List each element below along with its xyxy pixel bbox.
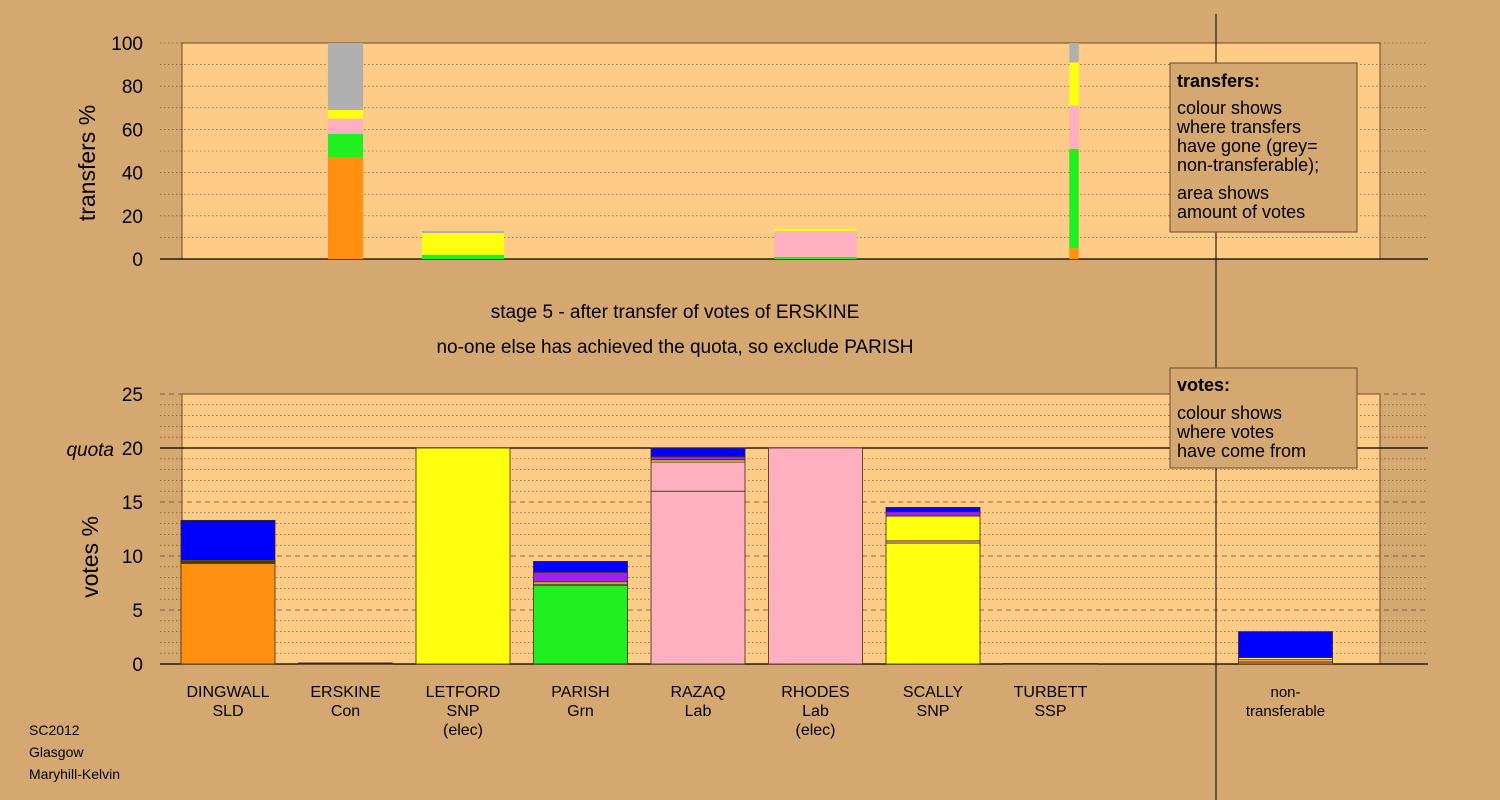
bar-segment-snp [774,228,857,231]
bar-segment-sld [180,563,276,665]
votes-legend-line: have come from [1177,441,1306,461]
votes-legend-line: where votes [1176,422,1274,442]
transfers-y-axis-label: transfers % [74,105,100,221]
candidate-name: DINGWALL [187,684,270,701]
candidate-party: Grn [567,703,594,720]
transfers-legend-line: where transfers [1176,117,1301,137]
bar-segment-lab [768,447,863,665]
y-tick-label: 15 [122,493,143,514]
transfers-legend-line: area shows [1177,183,1269,203]
bar-segment-ssp [650,456,746,461]
votes-legend-box: votes: colour shows where votes have com… [1169,367,1358,469]
candidate-name: ERSKINE [310,684,380,701]
bar-segment-sld [327,157,364,259]
y-tick-label: 25 [122,385,143,406]
transfers-legend-box: transfers: colour shows where transfers … [1169,62,1358,233]
candidate-name: SCALLY [903,684,964,701]
y-tick-label: 10 [122,547,143,568]
footer-ward: Maryhill-Kelvin [29,766,121,782]
candidate-party: Con [331,703,360,720]
bar-segment-ssp [885,511,981,517]
bar-segment-snp [885,542,981,665]
transfers-legend-line: have gone (grey= [1177,136,1318,156]
bar-segment-con [1238,631,1333,658]
transfers-y-ticks: 0 20 40 60 80 100 [111,34,143,271]
y-tick-label: 20 [122,207,143,228]
bar-segment-lab [327,118,364,134]
candidate-name: PARISH [551,684,609,701]
stage-line-2: no-one else has achieved the quota, so e… [436,337,913,358]
bar-segment-snp [885,515,981,542]
candidate-party: SSP [1034,703,1066,720]
candidate-name: TURBETT [1014,684,1088,701]
candidate-status: (elec) [443,722,483,739]
bar-segment-grn [533,584,628,665]
candidate-party: Lab [802,703,829,720]
votes-legend-line: colour shows [1177,403,1282,423]
bar-segment-grn [1069,148,1079,249]
bar-segment-con [885,506,981,513]
transfers-legend-line: amount of votes [1177,202,1305,222]
y-tick-label: 0 [132,655,143,676]
y-tick-label: 40 [122,164,143,185]
bar-segment-nontransferable [327,43,364,110]
candidate-labels: DINGWALL SLD ERSKINE Con LETFORD SNP (elec) PAR… [187,684,1326,739]
footer-council: Glasgow [29,744,84,760]
bar-segment-con [533,561,628,573]
y-tick-label: 60 [122,120,143,141]
bar-segment-snp [415,447,511,665]
candidate-name: LETFORD [426,684,501,701]
bar-segment-lab [650,490,746,665]
bar-segment-lab [650,461,746,492]
bar-segment-snp [421,233,505,255]
candidate-status: (elec) [795,722,835,739]
bar-segment-ssp [533,571,628,583]
transfers-bars [327,43,1079,259]
bar-segment-con [298,662,393,665]
candidate-name: RAZAQ [670,684,725,701]
y-tick-label: 100 [111,34,143,55]
transfers-legend-line: colour shows [1177,98,1282,118]
candidate-party: SNP [917,703,950,720]
candidate-party: SNP [447,703,480,720]
votes-bars [180,447,1333,665]
candidate-name: non- [1270,684,1300,701]
stage-line-1: stage 5 - after transfer of votes of ERS… [491,302,860,323]
candidate-party: Lab [685,703,712,720]
transfers-legend-line: non-transferable); [1177,155,1319,175]
bar-segment-con [180,519,276,561]
footer-election: SC2012 [29,722,80,738]
bar-segment-snp [1069,62,1079,106]
bar-segment-grn [421,254,505,259]
bar-segment-sld [1069,248,1079,259]
quota-label: quota [66,440,114,461]
votes-y-axis-label: votes % [77,516,103,598]
votes-y-ticks: 0 5 10 15 20 25 [122,385,143,676]
candidate-party: SLD [212,703,243,720]
bar-segment-con [650,447,746,458]
bar-segment-grn [327,133,364,158]
bar-segment-snp [327,109,364,119]
transfers-legend-title: transfers: [1177,71,1260,91]
y-tick-label: 80 [122,77,143,98]
bar-segment-nontransferable [421,230,505,234]
bar-segment-ssp [1003,663,1098,665]
bar-segment-grn [774,256,857,259]
bar-segment-nontransferable [1069,43,1079,63]
footer: SC2012 Glasgow Maryhill-Kelvin [29,719,120,785]
candidate-name: RHODES [781,684,849,701]
y-tick-label: 20 [122,439,143,460]
bar-segment-lab [1069,105,1079,149]
candidate-party: transferable [1246,703,1325,720]
y-tick-label: 0 [132,250,143,271]
y-tick-label: 5 [132,601,143,622]
bar-segment-lab [774,230,857,257]
votes-legend-title: votes: [1177,375,1230,395]
